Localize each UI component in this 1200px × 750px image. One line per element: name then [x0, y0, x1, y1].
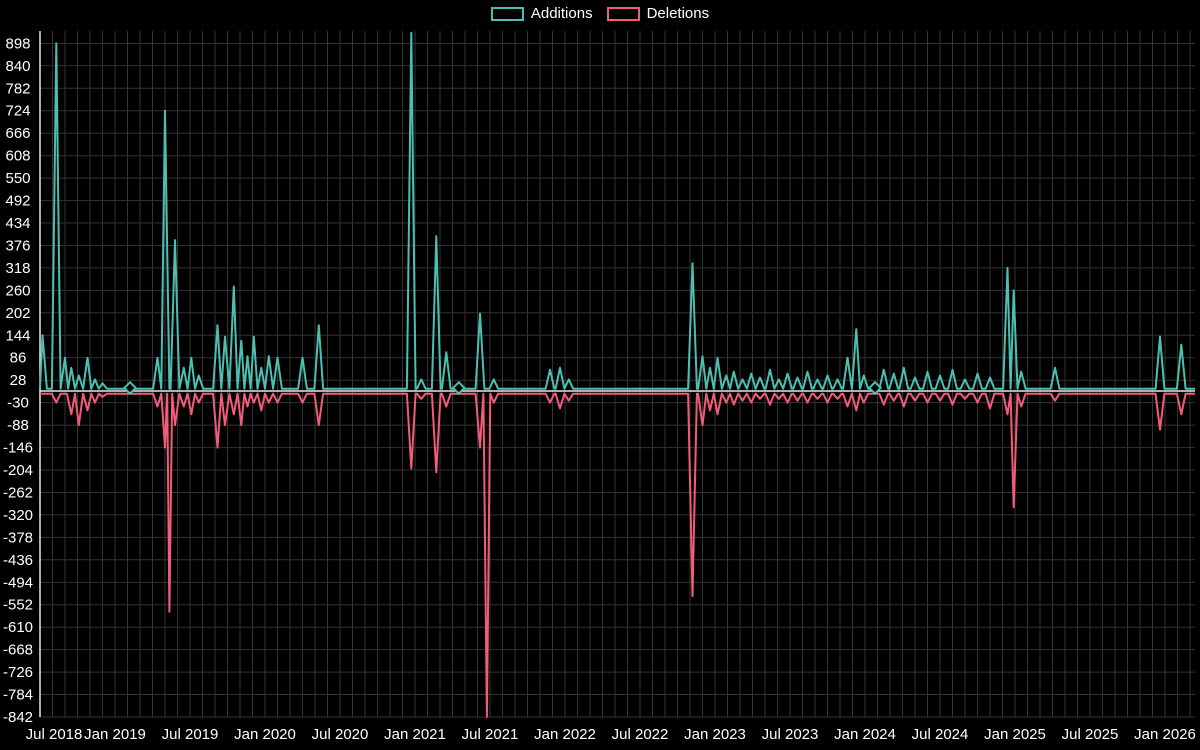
additions-line	[39, 31, 1195, 390]
y-tick-label: 318	[5, 260, 30, 277]
deletions-line	[40, 392, 1195, 718]
y-tick-label: 724	[5, 103, 30, 120]
x-tick-label: Jan 2020	[234, 726, 296, 743]
y-tick-label: -436	[3, 552, 33, 569]
y-tick-label: -88	[7, 417, 29, 434]
y-tick-label: 86	[10, 350, 27, 367]
y-tick-label: 28	[10, 372, 27, 389]
y-tick-label: -784	[3, 687, 33, 704]
y-tick-label: 434	[5, 215, 30, 232]
x-tick-label: Jan 2025	[984, 726, 1046, 743]
x-tick-label: Jul 2020	[312, 726, 369, 743]
deletions-swatch	[606, 6, 640, 21]
x-tick-label: Jul 2021	[462, 726, 519, 743]
y-tick-label: -262	[3, 485, 33, 502]
x-tick-label: Jan 2026	[1134, 726, 1196, 743]
y-tick-label: -320	[3, 507, 33, 524]
legend-item-additions[interactable]: Additions	[490, 5, 593, 22]
y-tick-label: -30	[7, 395, 29, 412]
y-tick-label: -494	[3, 574, 33, 591]
y-tick-label: 782	[5, 80, 30, 97]
x-tick-label: Jul 2025	[1062, 726, 1119, 743]
y-tick-label: 608	[5, 148, 30, 165]
y-tick-label: 666	[5, 125, 30, 142]
deletions-legend-label: Deletions	[646, 5, 710, 22]
x-tick-label: Jul 2018	[26, 726, 83, 743]
legend-item-deletions[interactable]: Deletions	[606, 5, 710, 22]
y-tick-label: -842	[3, 709, 33, 726]
x-tick-label: Jan 2019	[84, 726, 146, 743]
x-tick-label: Jan 2022	[534, 726, 596, 743]
x-tick-label: Jan 2023	[684, 726, 746, 743]
y-tick-label: 840	[5, 58, 30, 75]
y-tick-label: -378	[3, 529, 33, 546]
y-tick-label: 202	[5, 305, 30, 322]
isolated-point-marker	[451, 380, 466, 395]
isolated-point-marker	[867, 380, 883, 395]
additions-swatch	[490, 6, 524, 21]
y-tick-label: 492	[5, 193, 30, 210]
x-tick-label: Jul 2019	[162, 726, 219, 743]
x-tick-label: Jan 2021	[384, 726, 446, 743]
y-tick-label: 376	[5, 238, 30, 255]
chart-legend: Additions Deletions	[0, 6, 1200, 21]
y-tick-label: -610	[3, 619, 33, 636]
y-tick-label: -668	[3, 642, 33, 659]
x-tick-label: Jul 2024	[912, 726, 969, 743]
x-tick-label: Jul 2023	[762, 726, 819, 743]
isolated-point-marker	[122, 380, 138, 395]
x-tick-label: Jul 2022	[612, 726, 669, 743]
y-tick-label: -204	[3, 462, 33, 479]
y-tick-label: 260	[5, 282, 30, 299]
x-tick-label: Jan 2024	[834, 726, 896, 743]
y-tick-label: -146	[3, 440, 33, 457]
y-tick-label: 898	[5, 35, 30, 52]
gridlines	[39, 31, 1195, 718]
y-tick-label: 144	[5, 327, 30, 344]
y-tick-label: -552	[3, 597, 33, 614]
additions-legend-label: Additions	[530, 5, 593, 22]
y-tick-label: 550	[5, 170, 30, 187]
y-tick-label: -726	[3, 664, 33, 681]
